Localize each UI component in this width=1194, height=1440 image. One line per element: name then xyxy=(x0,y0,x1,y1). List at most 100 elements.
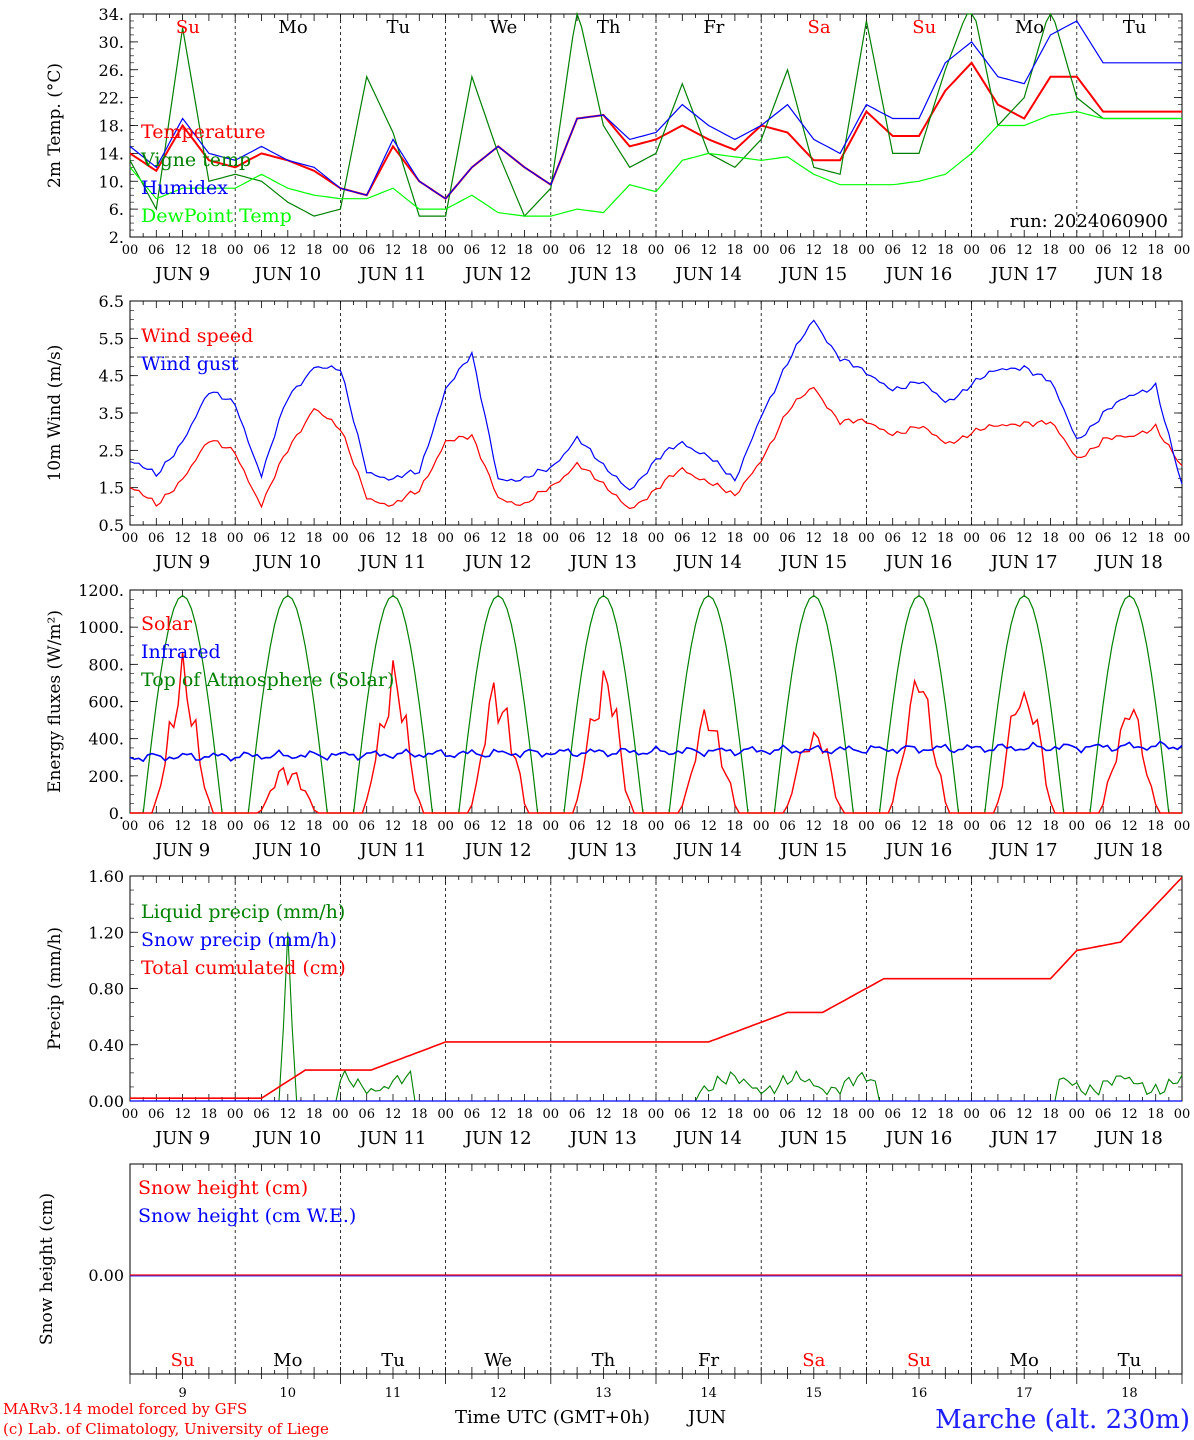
x-hour-label: 18 xyxy=(516,243,533,258)
x-hour-label: 06 xyxy=(148,1107,165,1122)
x-hour-label: 00 xyxy=(1174,1107,1191,1122)
panel-3: 1200. 1000. 800. 600. 400. 200. 0. Energy fluxe… xyxy=(45,581,1190,861)
x-axis-month: JUN xyxy=(686,1407,726,1428)
x-hour-label: 00 xyxy=(1069,531,1086,546)
x-hour-label: 12 xyxy=(385,531,402,546)
bottom-day-of-week-label: Fr xyxy=(698,1350,719,1371)
x-hour-label: 00 xyxy=(1069,243,1086,258)
y-tick-label: 400. xyxy=(88,730,124,749)
x-hour-label: 12 xyxy=(174,243,191,258)
x-hour-label: 00 xyxy=(648,1107,665,1122)
x-hour-label: 12 xyxy=(1121,243,1138,258)
x-hour-label: 18 xyxy=(306,531,323,546)
bottom-day-number: 15 xyxy=(806,1386,823,1401)
bottom-day-of-week-label: Mo xyxy=(273,1350,302,1371)
x-hour-label: 12 xyxy=(280,531,297,546)
x-day-label: JUN 18 xyxy=(1094,264,1163,285)
x-hour-label: 00 xyxy=(332,531,349,546)
x-hour-label: 12 xyxy=(595,1107,612,1122)
x-hour-label: 06 xyxy=(674,531,691,546)
x-hour-label: 18 xyxy=(832,819,849,834)
x-hour-label: 12 xyxy=(1121,819,1138,834)
legend-infrared: Infrared xyxy=(141,641,221,663)
x-hour-label: 18 xyxy=(1147,819,1164,834)
y-tick-label: 6.5 xyxy=(99,292,124,311)
bottom-day-of-week-label: Tu xyxy=(1118,1350,1142,1371)
x-hour-label: 00 xyxy=(122,531,139,546)
x-hour-label: 06 xyxy=(674,243,691,258)
x-day-label: JUN 10 xyxy=(252,552,321,573)
legend-wind-gust: Wind gust xyxy=(141,353,239,375)
x-hour-label: 00 xyxy=(227,819,244,834)
x-hour-label: 06 xyxy=(569,243,586,258)
x-day-label: JUN 9 xyxy=(153,840,210,861)
x-day-label: JUN 17 xyxy=(989,264,1058,285)
x-hour-label: 18 xyxy=(621,531,638,546)
x-day-label: JUN 13 xyxy=(568,552,637,573)
x-hour-label: 00 xyxy=(332,1107,349,1122)
x-hour-label: 06 xyxy=(464,1107,481,1122)
bottom-day-number: 14 xyxy=(700,1386,717,1401)
x-hour-label: 12 xyxy=(806,243,823,258)
x-hour-label: 00 xyxy=(963,819,980,834)
y-tick-label: 600. xyxy=(88,693,124,712)
x-day-label: JUN 13 xyxy=(568,264,637,285)
x-day-label: JUN 9 xyxy=(153,552,210,573)
day-of-week-label: Tu xyxy=(386,17,410,38)
x-hour-label: 06 xyxy=(569,531,586,546)
series-total-cumulated xyxy=(130,876,1183,1099)
x-hour-label: 12 xyxy=(911,531,928,546)
bottom-day-number: 18 xyxy=(1121,1386,1138,1401)
x-day-label: JUN 14 xyxy=(673,264,742,285)
x-day-label: JUN 12 xyxy=(463,264,532,285)
series-wind-gust xyxy=(129,319,1183,491)
x-hour-label: 18 xyxy=(411,243,428,258)
x-hour-label: 00 xyxy=(753,1107,770,1122)
x-hour-label: 18 xyxy=(727,243,744,258)
bottom-day-of-week-label: Su xyxy=(907,1350,931,1371)
x-hour-label: 06 xyxy=(358,1107,375,1122)
legend-humidex: Humidex xyxy=(141,177,228,199)
x-hour-label: 18 xyxy=(832,531,849,546)
x-hour-label: 12 xyxy=(385,819,402,834)
x-hour-label: 12 xyxy=(490,243,507,258)
y-tick-label: 26. xyxy=(99,61,124,80)
x-day-label: JUN 11 xyxy=(358,264,427,285)
station-name: Marche (alt. 230m) xyxy=(935,1405,1190,1435)
x-hour-label: 12 xyxy=(700,243,717,258)
x-hour-label: 00 xyxy=(122,243,139,258)
x-day-label: JUN 15 xyxy=(778,552,847,573)
y-tick-label: 5.5 xyxy=(99,329,124,348)
x-hour-label: 18 xyxy=(1042,819,1059,834)
x-hour-label: 18 xyxy=(516,531,533,546)
x-hour-label: 18 xyxy=(201,243,218,258)
x-hour-label: 18 xyxy=(937,531,954,546)
bottom-day-number: 10 xyxy=(280,1386,297,1401)
x-day-label: JUN 16 xyxy=(884,552,953,573)
x-hour-label: 12 xyxy=(700,819,717,834)
x-hour-label: 12 xyxy=(1016,531,1033,546)
y-tick-label: 800. xyxy=(88,655,124,674)
x-day-label: JUN 12 xyxy=(463,552,532,573)
x-hour-label: 18 xyxy=(306,243,323,258)
x-hour-label: 00 xyxy=(858,243,875,258)
x-hour-label: 00 xyxy=(122,819,139,834)
x-hour-label: 06 xyxy=(990,819,1007,834)
x-hour-label: 00 xyxy=(963,243,980,258)
x-hour-label: 12 xyxy=(806,819,823,834)
panel-2: 6.5 5.5 4.5 3.5 2.5 1.5 0.5 10m Wind (m/s) 00 06 1… xyxy=(45,292,1190,573)
x-day-label: JUN 12 xyxy=(463,840,532,861)
legend-dewpoint-temp: DewPoint Temp xyxy=(141,205,292,227)
x-hour-label: 18 xyxy=(201,1107,218,1122)
x-hour-label: 12 xyxy=(280,243,297,258)
x-hour-label: 12 xyxy=(174,819,191,834)
x-hour-label: 06 xyxy=(674,1107,691,1122)
x-hour-label: 06 xyxy=(253,1107,270,1122)
series-solar xyxy=(130,651,1182,814)
x-day-label: JUN 16 xyxy=(884,840,953,861)
bottom-day-of-week-label: Th xyxy=(592,1350,616,1371)
x-hour-label: 18 xyxy=(1147,243,1164,258)
x-hour-label: 00 xyxy=(963,531,980,546)
x-hour-label: 18 xyxy=(937,243,954,258)
bottom-day-of-week-label: Su xyxy=(171,1350,195,1371)
